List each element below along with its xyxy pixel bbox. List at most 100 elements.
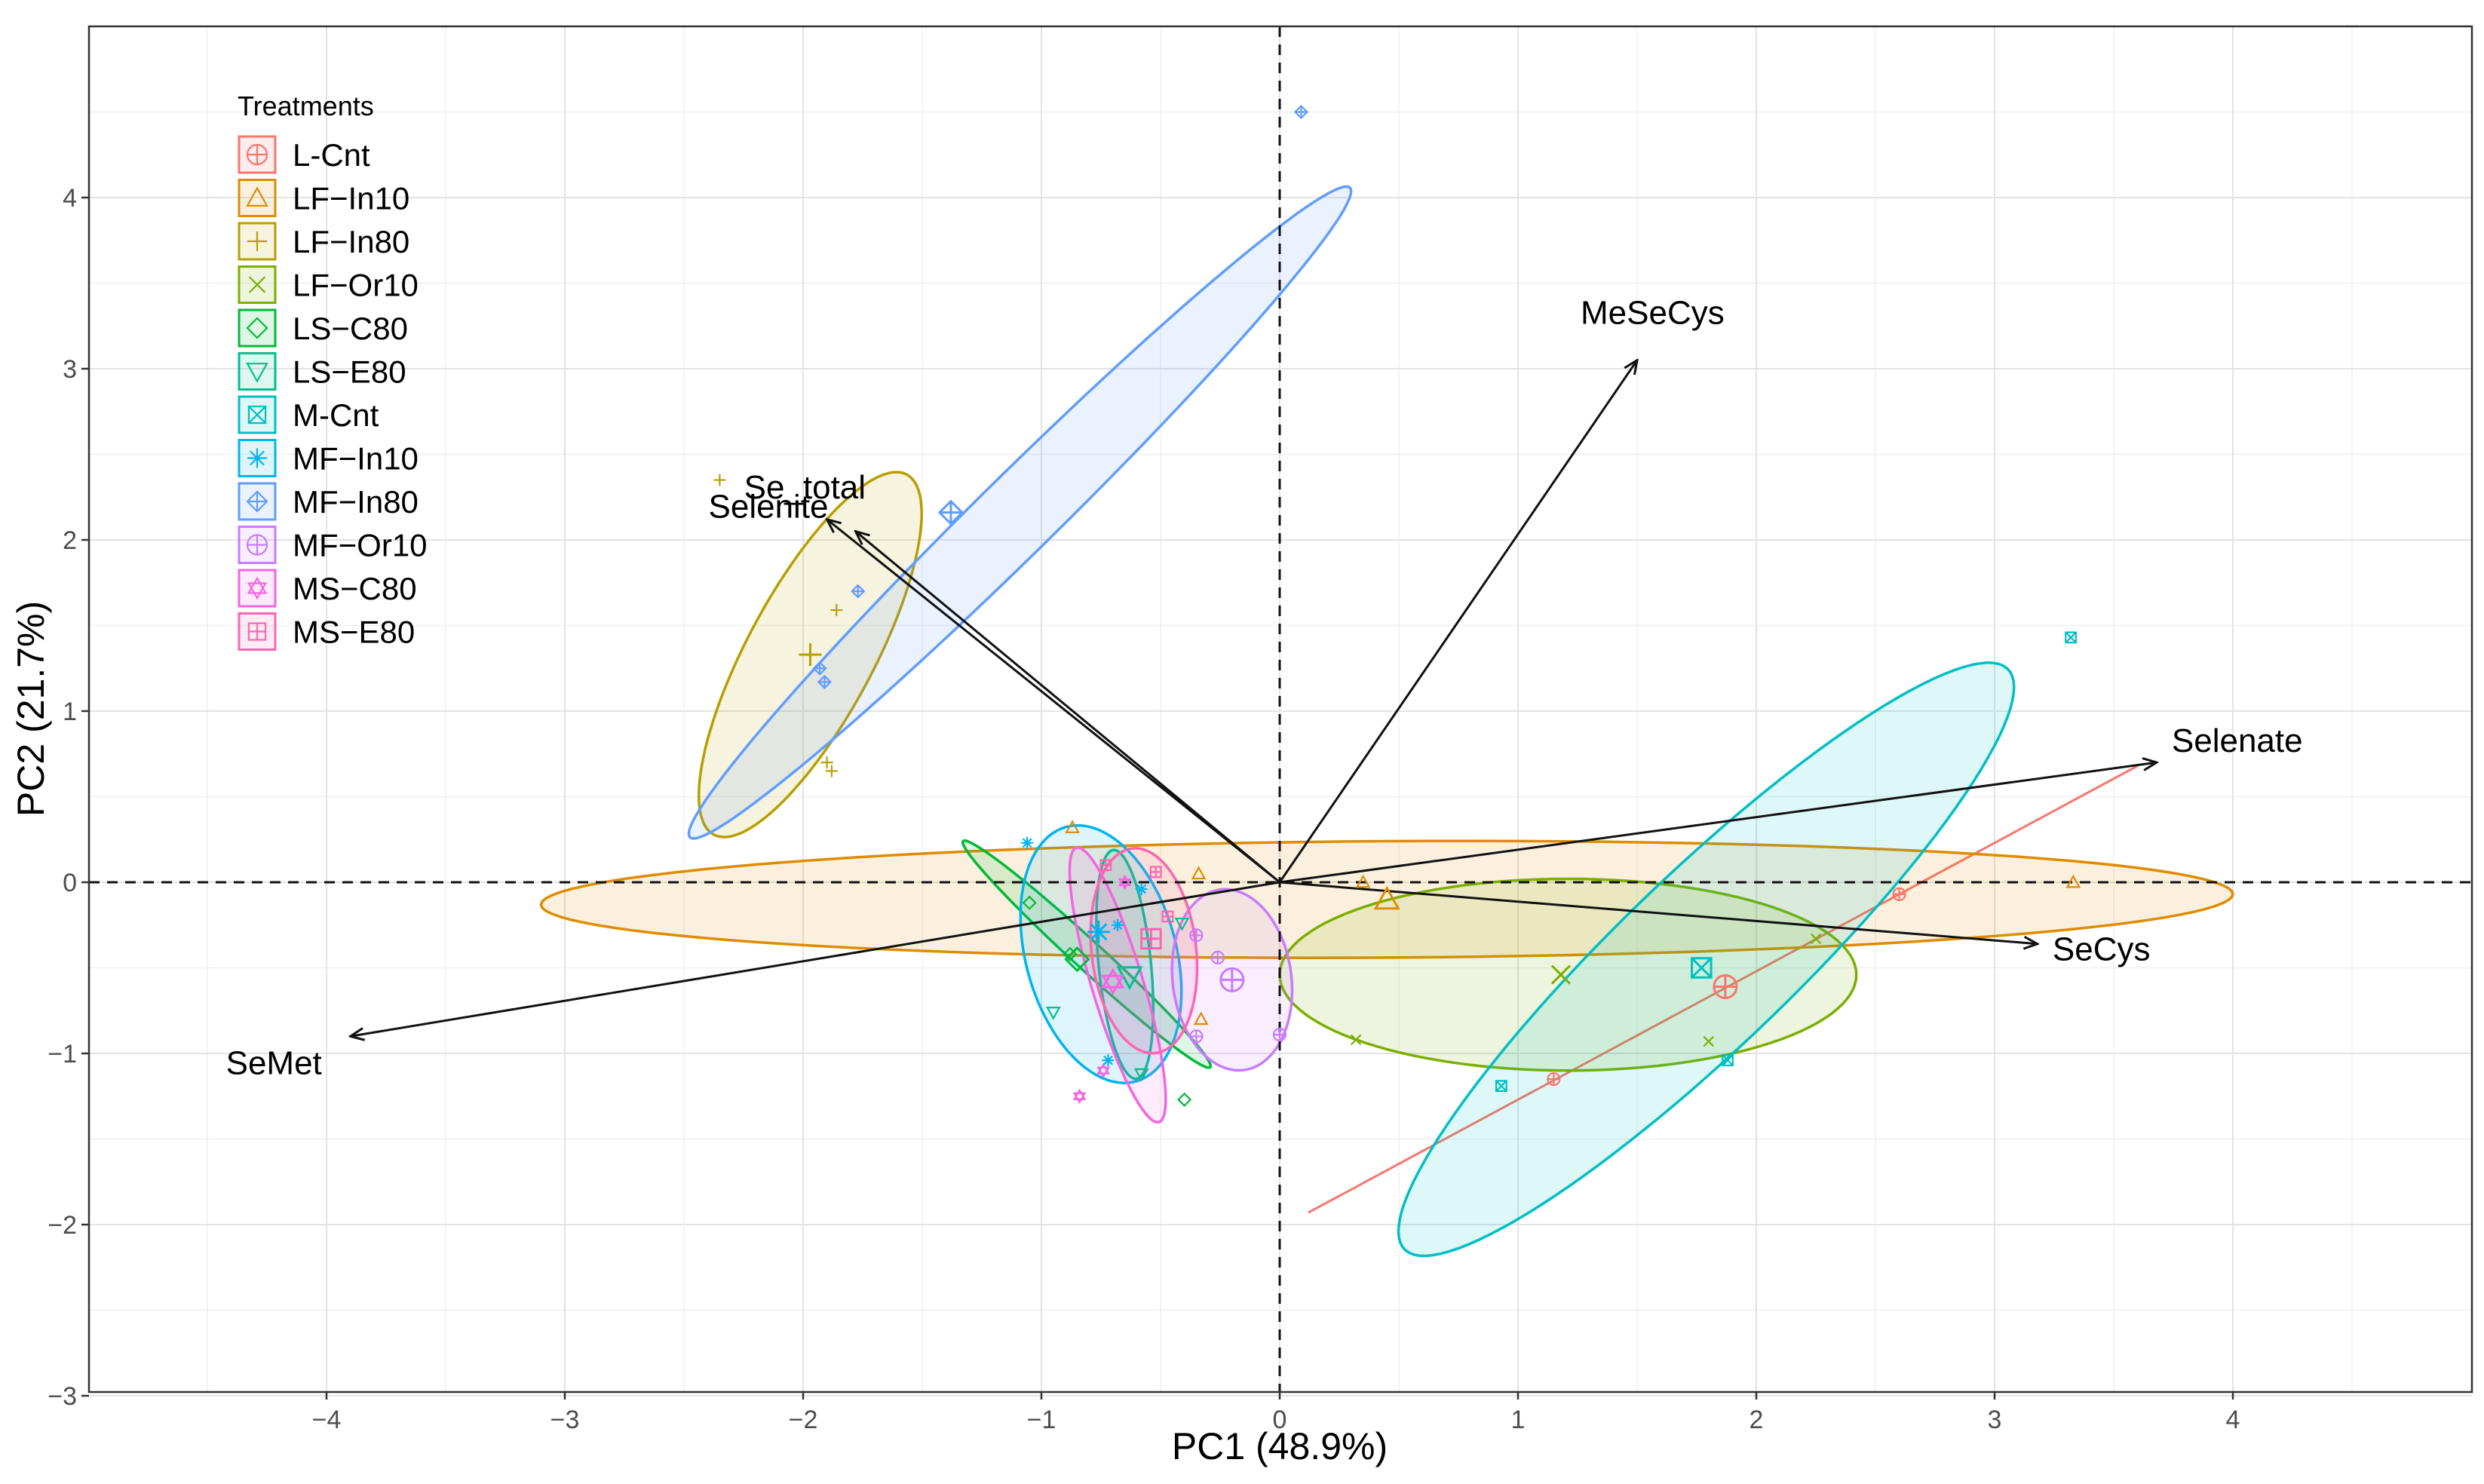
legend-key-lf-in80 (238, 222, 277, 261)
legend-item-lf-or10: LF−Or10 (238, 265, 419, 304)
point-mf-in10-stroke (1103, 1055, 1113, 1065)
y-tick-label: 2 (63, 526, 77, 555)
point-m-cnt-square (1495, 1080, 1507, 1093)
y-tick-label: 0 (63, 869, 77, 897)
point-lf-or10-stroke (1350, 1034, 1362, 1046)
x-tick-label: 3 (1988, 1406, 2002, 1434)
point-mf-or10 (1189, 928, 1204, 943)
point-lf-in80 (820, 756, 833, 769)
x-tick-label: −4 (312, 1406, 342, 1434)
legend-label-ls-c80: LS−C80 (293, 311, 408, 346)
legend-marker-m-cnt-square (247, 405, 267, 425)
point-lf-or10 (1703, 1035, 1714, 1047)
point-m-cnt-square (2065, 631, 2078, 644)
centroid-mf-in10 (1087, 920, 1110, 943)
legend-title: Treatments (238, 90, 374, 121)
legend-marker-ms-e80 (247, 622, 267, 641)
centroid-l-cnt (1713, 973, 1738, 999)
ellipse-mf-in80 (687, 185, 1353, 840)
x-tick-label: 2 (1750, 1406, 1764, 1434)
legend-marker-ls-c80-diamond (246, 317, 268, 339)
point-ms-c80 (1096, 1062, 1111, 1078)
legend-label-m-cnt: M-Cnt (293, 397, 379, 433)
point-ms-c80-tri-up (1096, 1062, 1111, 1075)
y-axis: −3 −2 −1 0 1 2 3 4 (48, 184, 89, 1411)
legend-item-lf-in80: LF−In80 (238, 222, 409, 261)
loading-label-selenate: Selenate (2172, 722, 2303, 759)
loading-arrow-mesecys (1278, 360, 1637, 883)
legend-label-mf-in10: MF−In10 (293, 441, 419, 477)
point-lf-or10-stroke (1810, 933, 1822, 945)
legend-marker-l-cnt (246, 143, 268, 166)
x-axis: −4 −3 −2 −1 0 1 2 3 4 (312, 1392, 2240, 1434)
point-m-cnt-stroke (1722, 1054, 1734, 1066)
legend-label-ls-e80: LS−E80 (293, 354, 406, 390)
loading-label-se-total: Se_total (744, 469, 866, 506)
point-lf-or10 (1810, 933, 1822, 945)
point-lf-in80 (825, 765, 838, 777)
point-m-cnt (1722, 1054, 1734, 1066)
loading-label-secys: SeCys (2053, 931, 2151, 968)
loading-vectors (351, 360, 2157, 1037)
point-lf-in10-triangle (1191, 866, 1207, 880)
centroid-ms-e80 (1140, 928, 1162, 950)
x-tick-label: −2 (789, 1406, 818, 1434)
point-mf-in80 (812, 661, 827, 676)
loading-arrow-secys (1279, 881, 2038, 944)
legend-marker-m-cnt-stroke (248, 406, 266, 424)
point-mf-or10 (1272, 1027, 1287, 1042)
legend-item-mf-in80: MF−In80 (238, 482, 419, 521)
y-tick-label: −1 (48, 1040, 77, 1069)
legend-marker-ls-e80-triangle (246, 363, 268, 383)
point-lf-in10-triangle (1355, 874, 1371, 888)
point-mf-in10-stroke (1022, 838, 1032, 848)
point-ls-e80-triangle (1174, 917, 1190, 931)
point-ls-e80 (1133, 1068, 1149, 1082)
legend-item-m-cnt: M-Cnt (238, 395, 379, 434)
loading-arrow-semet (351, 881, 1280, 1036)
point-ms-e80 (1149, 866, 1162, 878)
centroid-mf-in10-stroke (1090, 923, 1108, 941)
x-tick-label: −3 (550, 1406, 580, 1434)
point-ls-c80-diamond (1177, 1092, 1192, 1107)
point-lf-in10-triangle (1065, 820, 1080, 833)
point-lf-in10 (2065, 874, 2081, 888)
centroid-lf-in10 (1373, 885, 1400, 910)
legend-marker-lf-or10-stroke (248, 276, 266, 293)
observation-points (713, 104, 2081, 1107)
legend-label-l-cnt: L-Cnt (293, 137, 370, 173)
centroid-m-cnt-stroke (1691, 957, 1713, 979)
legend-label-lf-or10: LF−Or10 (293, 268, 419, 303)
point-ms-c80 (1118, 874, 1132, 891)
loading-arrow-se-total (827, 520, 1280, 884)
point-ms-e80 (1161, 910, 1174, 923)
y-tick-label: 3 (63, 355, 77, 384)
legend-marker-lf-in10 (246, 186, 268, 207)
legend-item-l-cnt: L-Cnt (238, 135, 370, 174)
legend-marker-lf-in10-triangle (246, 186, 268, 207)
point-ls-e80 (1174, 917, 1190, 931)
legend-marker-lf-or10 (248, 276, 266, 293)
centroid-lf-or10-stroke (1550, 964, 1571, 985)
loading-arrow-selenate (1279, 762, 2157, 884)
centroid-ms-c80 (1101, 967, 1125, 995)
point-mf-in10 (1112, 918, 1124, 931)
centroid-lf-in10-triangle (1373, 885, 1400, 910)
legend-label-mf-in80: MF−In80 (293, 484, 419, 520)
point-mf-in10-stroke (1112, 920, 1123, 931)
centroid-m-cnt (1691, 957, 1713, 979)
loading-label-mesecys: MeSeCys (1581, 295, 1725, 332)
legend: Treatments L-Cnt LF−In10 LF−In80 LF−Or10 LS−… (238, 90, 428, 651)
legend-item-ms-e80: MS−E80 (238, 612, 415, 651)
y-tick-label: 1 (63, 698, 77, 726)
legend-marker-ms-c80-tri-down (247, 582, 268, 600)
legend-marker-ms-c80-tri-up (247, 576, 268, 594)
legend-item-mf-or10: MF−Or10 (238, 526, 428, 564)
y-tick-label: −3 (48, 1382, 77, 1411)
point-mf-or10 (1189, 1029, 1204, 1044)
loading-label-selenite: Selenite (709, 489, 829, 526)
point-ls-e80-triangle (1133, 1068, 1149, 1082)
point-lf-in10-triangle (2065, 874, 2081, 888)
